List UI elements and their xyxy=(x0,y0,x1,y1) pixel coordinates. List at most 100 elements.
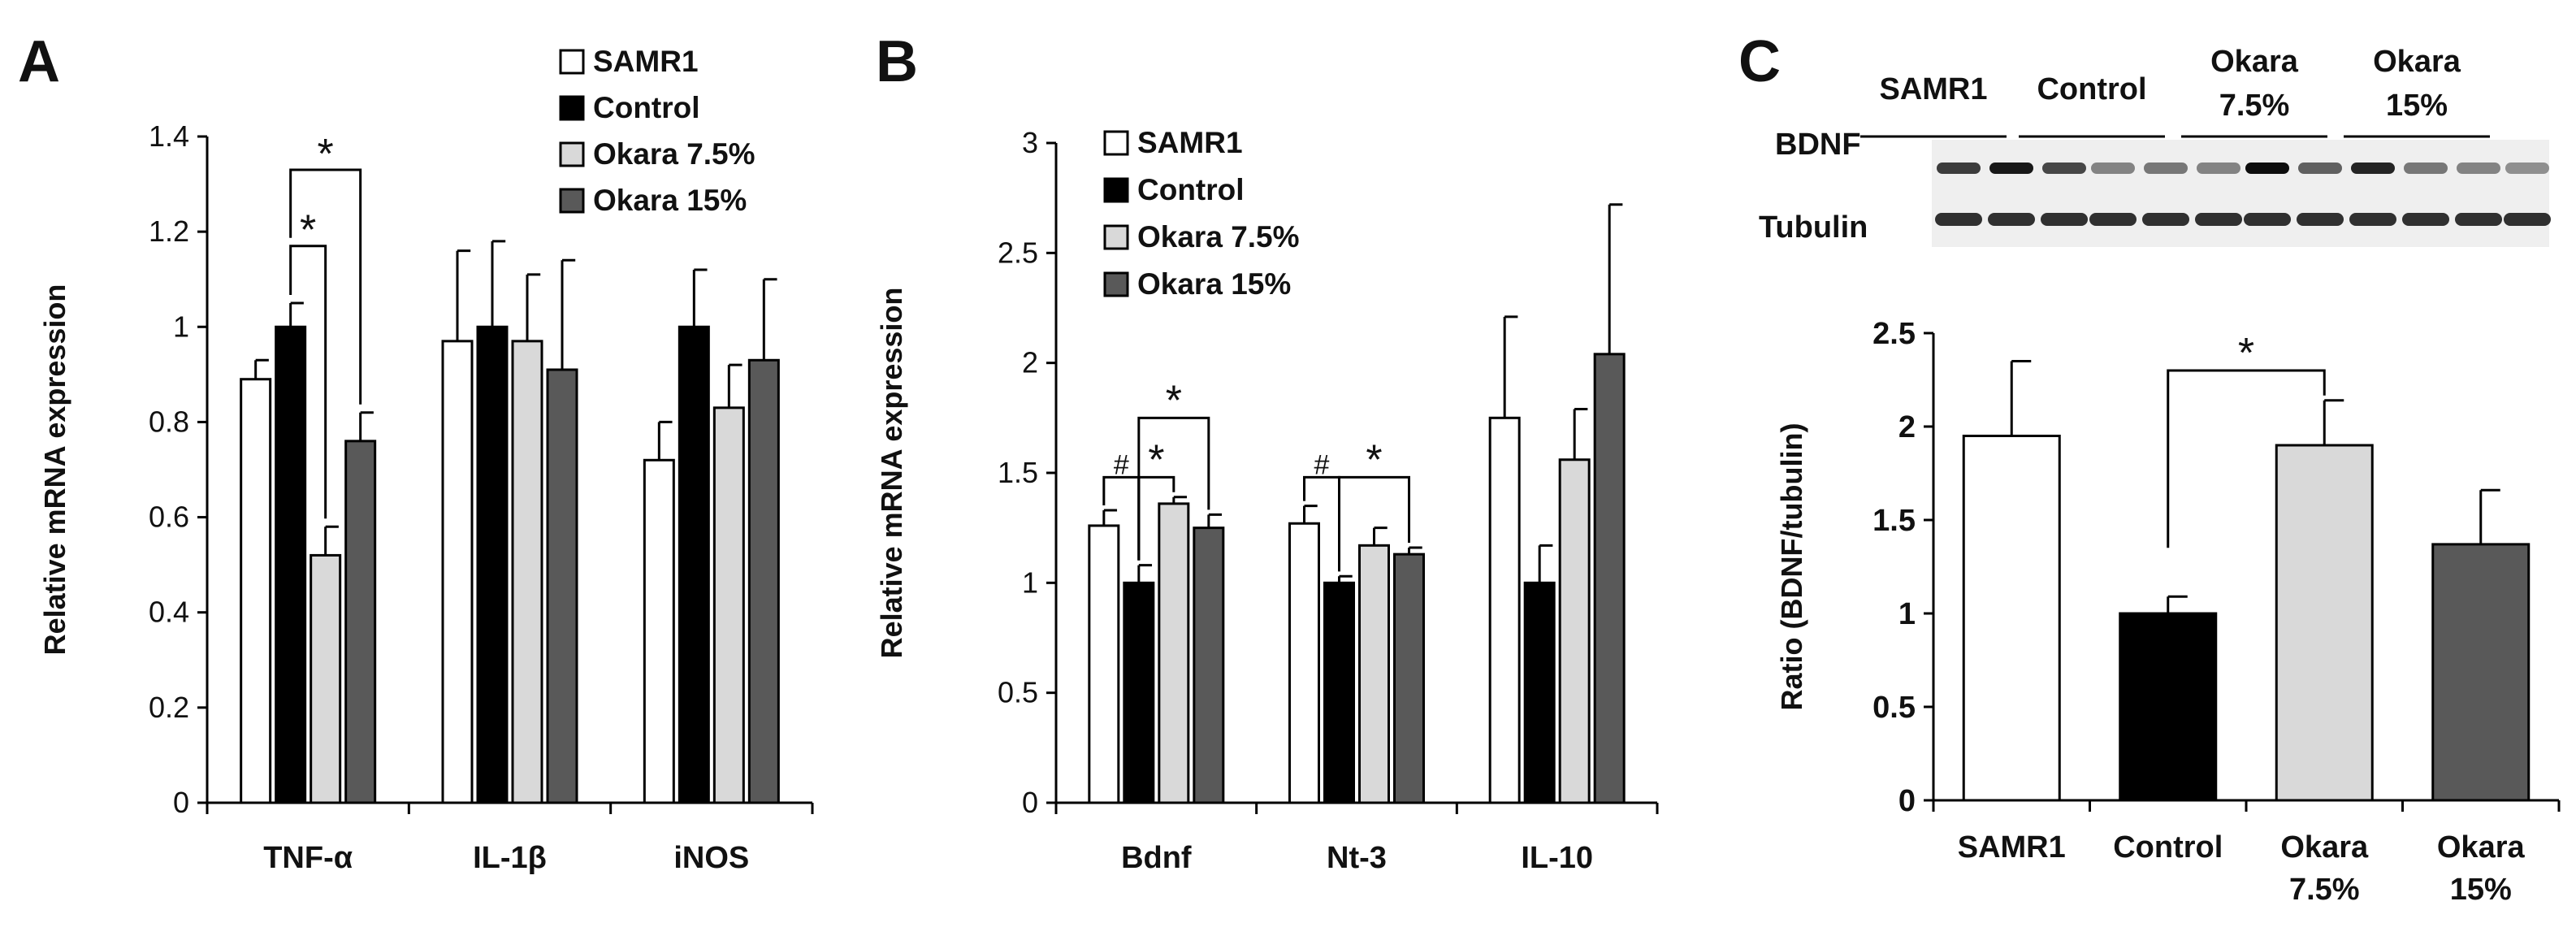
x-category-label: Nt-3 xyxy=(1327,841,1387,875)
legend-swatch xyxy=(559,188,585,214)
bdnf-band xyxy=(2505,162,2549,174)
significance-bracket xyxy=(2167,369,2326,548)
significance-label: * xyxy=(1166,377,1182,424)
x-category-label: SAMR1 xyxy=(1958,830,2066,864)
legend-label: Okara 7.5% xyxy=(1137,220,1300,254)
bar xyxy=(2275,444,2374,802)
blot-lane-label: 7.5% xyxy=(2219,89,2290,123)
y-tick-label: 2 xyxy=(1022,346,1038,379)
significance-bracket xyxy=(289,168,362,405)
y-tick-label: 0.2 xyxy=(149,691,189,724)
legend-swatch xyxy=(559,95,585,121)
legend-label: Okara 7.5% xyxy=(593,137,755,171)
tubulin-band xyxy=(2195,213,2242,226)
tubulin-band xyxy=(1935,213,1982,226)
bdnf-band xyxy=(2042,162,2086,174)
legend-label: Okara 15% xyxy=(1137,267,1291,301)
bar xyxy=(1593,353,1626,804)
blot-lane-label: Okara xyxy=(2373,45,2461,79)
legend-label: Control xyxy=(1137,173,1245,206)
legend-label: Control xyxy=(593,91,700,124)
bar xyxy=(1558,458,1591,804)
y-tick-label: 0.4 xyxy=(149,596,189,629)
bar xyxy=(1488,416,1521,804)
y-tick-label: 1.5 xyxy=(998,456,1038,489)
legend-label: SAMR1 xyxy=(1137,126,1243,159)
y-tick-label: 0.5 xyxy=(998,676,1038,709)
bar xyxy=(712,406,745,804)
bar xyxy=(310,553,342,804)
significance-label: # xyxy=(1314,449,1330,480)
bar xyxy=(1193,526,1225,804)
bar xyxy=(643,458,675,804)
significance-bracket xyxy=(289,245,327,519)
y-tick-label: 1 xyxy=(1022,566,1038,599)
y-tick-label: 1.5 xyxy=(1872,504,1916,538)
y-tick-label: 1.4 xyxy=(149,119,189,153)
y-axis-label: Relative mRNA expression xyxy=(875,288,908,659)
tubulin-band xyxy=(1988,213,2035,226)
y-tick-label: 0.6 xyxy=(149,500,189,534)
bar xyxy=(441,340,474,804)
tubulin-band xyxy=(2142,213,2189,226)
bdnf-band xyxy=(1989,162,2033,174)
bar xyxy=(678,325,710,804)
x-category-label: 7.5% xyxy=(2289,873,2360,907)
y-tick-label: 1 xyxy=(1898,597,1916,631)
y-tick-label: 3 xyxy=(1022,126,1038,159)
panel-a-letter: A xyxy=(18,29,60,94)
bar xyxy=(1393,552,1425,804)
x-category-label: IL-10 xyxy=(1521,841,1593,875)
legend-swatch xyxy=(559,49,585,75)
tubulin-band xyxy=(2455,213,2502,226)
bar xyxy=(344,440,377,804)
y-tick-label: 0 xyxy=(1022,786,1038,819)
tubulin-band xyxy=(2089,213,2137,226)
x-category-label: TNF-α xyxy=(263,841,353,875)
y-tick-label: 0 xyxy=(1898,784,1916,818)
bar xyxy=(275,325,307,804)
tubulin-band xyxy=(2504,213,2551,226)
significance-label: * xyxy=(1366,436,1382,483)
bar xyxy=(2119,612,2218,802)
x-category-label: Bdnf xyxy=(1121,841,1192,875)
legend-swatch xyxy=(559,141,585,167)
x-category-label: iNOS xyxy=(673,841,749,875)
bdnf-band xyxy=(2351,162,2395,174)
tubulin-band xyxy=(2349,213,2396,226)
y-tick-label: 1 xyxy=(173,310,189,343)
tubulin-band xyxy=(2041,213,2088,226)
bdnf-band xyxy=(2404,162,2448,174)
panel-c: C SAMR1 Control Okara 7.5% Okara 15% BDNF Tubul… xyxy=(1738,29,2561,907)
tubulin-band xyxy=(2297,213,2344,226)
y-tick-label: 0 xyxy=(173,786,189,819)
tubulin-band xyxy=(2402,213,2449,226)
tubulin-band xyxy=(2244,213,2291,226)
significance-bracket xyxy=(1338,475,1410,572)
bdnf-band xyxy=(2457,162,2500,174)
significance-label: * xyxy=(318,131,334,178)
y-axis-label: Relative mRNA expression xyxy=(38,284,71,656)
bdnf-band xyxy=(2144,162,2188,174)
y-tick-label: 0.5 xyxy=(1872,691,1916,725)
legend-swatch xyxy=(1103,224,1129,250)
bar xyxy=(1962,435,2061,802)
x-category-label: Okara xyxy=(2437,830,2526,864)
bar xyxy=(1358,544,1390,804)
y-tick-label: 2.5 xyxy=(998,236,1038,269)
y-tick-label: 0.8 xyxy=(149,405,189,438)
panel-b: B 0 0.5 1 1.5 2 2.5 3 Relative mRNA expression B… xyxy=(875,29,1659,875)
legend-label: Okara 15% xyxy=(593,184,747,217)
panel-c-letter: C xyxy=(1738,29,1781,94)
bar xyxy=(1088,524,1120,804)
significance-label: * xyxy=(300,207,316,254)
bar xyxy=(546,368,578,804)
blot-lane-label: 15% xyxy=(2386,89,2448,123)
significance-label: # xyxy=(1114,449,1129,480)
legend-swatch xyxy=(1103,271,1129,297)
blot-row-label: Tubulin xyxy=(1759,210,1868,245)
y-axis-label: Ratio (BDNF/tubulin) xyxy=(1775,423,1808,711)
y-tick-label: 2.5 xyxy=(1872,317,1916,351)
bdnf-band xyxy=(2197,162,2240,174)
